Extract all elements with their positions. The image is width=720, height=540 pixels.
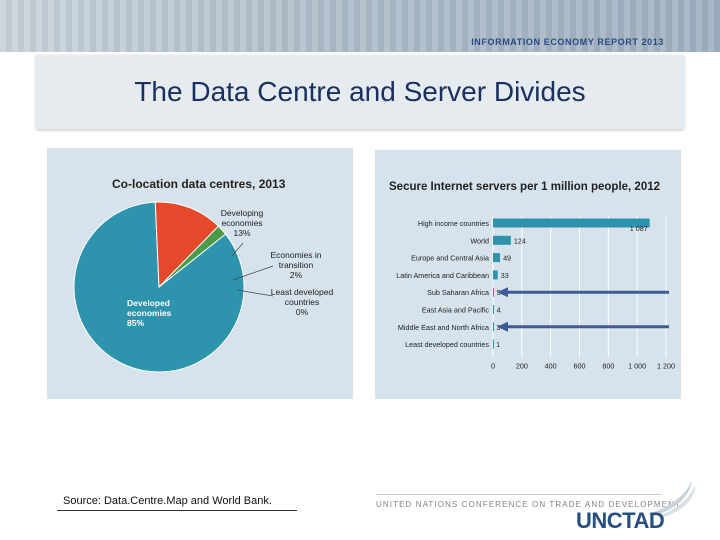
bar-series: [493, 218, 650, 349]
pie-leader-lines: [231, 242, 274, 297]
bar-sub-saharan-africa: [493, 287, 494, 297]
bar-latin-america-and-caribbean: [493, 270, 498, 280]
pie-leader-line: [231, 242, 244, 257]
bar-x-tick-label: 400: [545, 361, 557, 370]
pie-labels: Developed economies 85% Developing economies…: [127, 208, 333, 328]
bar-category-label-europe-and-central-asia: Europe and Central Asia: [411, 254, 489, 263]
bar-value-label-east-asia-and-pacific: 4: [497, 306, 501, 315]
bar-value-label-world: 124: [514, 236, 526, 245]
bar-x-tick-label: 1 000: [628, 361, 646, 370]
pie-slices: [73, 201, 245, 373]
source-divider: [57, 510, 297, 511]
pie-leader-line: [236, 289, 274, 297]
pie-leader-line: [232, 265, 274, 281]
bar-category-label-middle-east-and-north-africa: Middle East and North Africa: [398, 323, 489, 332]
unctad-swoosh-icon: [648, 480, 696, 517]
pie-label-developed-economies: Developed economies 85%: [127, 298, 172, 328]
bar-x-tick-labels: 0 200 400 600 800 1 000 1 200: [491, 361, 675, 370]
pie-label-economies-in-transition: Economies in transition 2%: [270, 250, 321, 280]
slide-title: The Data Centre and Server Divides: [134, 76, 586, 107]
bar-category-label-latin-america-and-caribbean: Latin America and Caribbean: [396, 271, 489, 280]
bar-category-label-sub-saharan-africa: Sub Saharan Africa: [427, 288, 489, 297]
bar-value-label-latin-america-and-caribbean: 33: [501, 271, 509, 280]
bar-arrows: [497, 287, 669, 332]
bar-x-tick-label: 600: [574, 361, 586, 370]
pie-chart: Co-location data centres, 2013 Developed…: [73, 177, 333, 373]
un-conference-text: UNITED NATIONS CONFERENCE ON TRADE AND D…: [376, 500, 681, 509]
bar-value-label-high-income-countries: 1 087: [630, 224, 648, 233]
bar-x-tick-label: 200: [516, 361, 528, 370]
bar-chart-panel: Secure Internet servers per 1 million pe…: [375, 150, 681, 399]
bar-world: [493, 235, 511, 245]
unctad-logo: UNCTAD: [576, 508, 665, 533]
bar-x-tick-label: 800: [602, 361, 614, 370]
bar-category-label-east-asia-and-pacific: East Asia and Pacific: [422, 306, 490, 315]
pie-chart-panel: Co-location data centres, 2013 Developed…: [47, 148, 353, 399]
bar-x-tick-label: 0: [491, 361, 495, 370]
pie-slice-economies-in-transition: [158, 225, 227, 288]
bar-europe-and-central-asia: [493, 253, 501, 263]
bar-value-label-europe-and-central-asia: 49: [503, 254, 511, 263]
report-label: INFORMATION ECONOMY REPORT 2013: [471, 37, 664, 47]
footer-divider: [376, 494, 662, 495]
source-note: Source: Data.Centre.Map and World Bank.: [63, 495, 272, 507]
arrow-head-sub-saharan-africa: [497, 287, 508, 298]
pie-chart-title: Co-location data centres, 2013: [112, 177, 286, 191]
bar-category-label-least-developed-countries: Least developed countries: [405, 340, 489, 349]
pie-label-developing-economies: Developing economies 13%: [221, 208, 264, 238]
bar-value-label-least-developed-countries: 1: [496, 340, 500, 349]
bar-category-labels: High income countries World Europe and Cen…: [396, 219, 489, 349]
bar-category-label-high-income-countries: High income countries: [418, 219, 490, 228]
bar-middle-east-and-north-africa: [493, 322, 494, 332]
bar-category-label-world: World: [470, 236, 489, 245]
pie-label-least-developed-countries: Least developed countries 0%: [271, 287, 334, 317]
bar-chart-title: Secure Internet servers per 1 million pe…: [389, 181, 660, 193]
arrow-head-middle-east-and-north-africa: [497, 321, 508, 332]
bar-east-asia-and-pacific: [493, 305, 494, 314]
title-box: [36, 55, 684, 129]
bar-x-tick-label: 1 200: [657, 361, 675, 370]
pie-slice-developing-economies: [154, 201, 220, 289]
bar-high-income-countries: [493, 218, 650, 228]
header-band: [0, 0, 720, 52]
bar-chart: Secure Internet servers per 1 million pe…: [389, 181, 675, 370]
bar-value-labels: 1 08712449335431: [496, 224, 648, 349]
bar-least-developed-countries: [493, 339, 494, 349]
